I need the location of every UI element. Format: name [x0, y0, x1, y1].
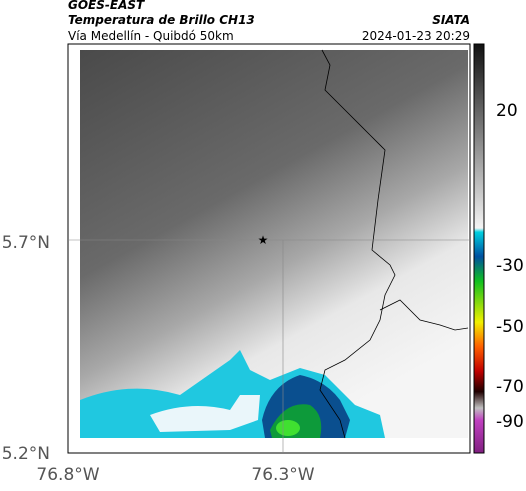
- colorbar-tick-label: -70: [496, 377, 524, 397]
- colorbar-tick-label: -30: [496, 256, 524, 276]
- subtitle: Vía Medellín - Quibdó 50km: [68, 29, 234, 43]
- location-star: ★: [258, 233, 269, 247]
- colorbar: [473, 43, 485, 454]
- lat-label: 5.2°N: [2, 444, 50, 464]
- border-line: [379, 299, 469, 331]
- brand: SIATA: [432, 13, 470, 27]
- title: Temperatura de Brillo CH13: [68, 13, 255, 27]
- brightness-field: [80, 50, 468, 438]
- lon-label: 76.8°W: [36, 465, 99, 485]
- timestamp: 2024-01-23 20:29: [362, 29, 470, 43]
- colorbar-tick-label: -50: [496, 317, 524, 337]
- source: GOES-EAST: [68, 0, 145, 12]
- lon-label: 76.3°W: [251, 465, 314, 485]
- cloud-gap: [150, 395, 260, 432]
- border-line: [319, 49, 396, 439]
- lat-label: 5.7°N: [2, 233, 50, 253]
- colorbar-tick-label: 20: [496, 101, 518, 121]
- colorbar-tick-label: -90: [496, 412, 524, 432]
- cloud-core: [276, 420, 300, 436]
